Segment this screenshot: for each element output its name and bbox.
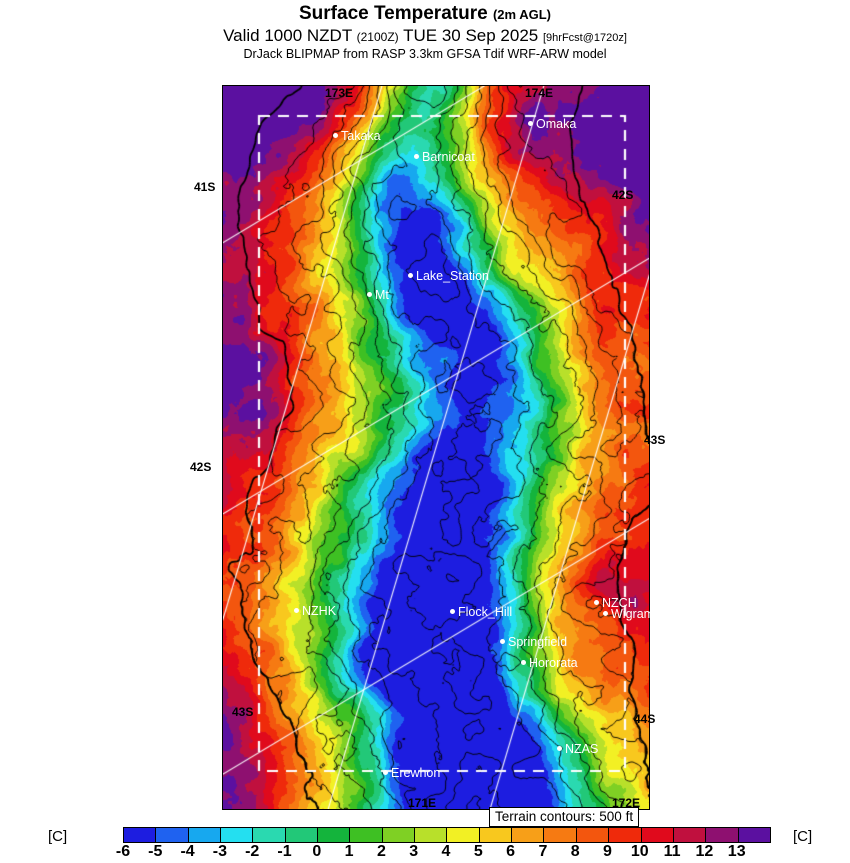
terrain-contour-note: Terrain contours: 500 ft xyxy=(489,807,640,827)
colorbar-tick-label: 1 xyxy=(344,843,354,860)
colorbar-swatch xyxy=(512,828,545,842)
colorbar-swatch xyxy=(382,828,416,842)
colorbar-tick-label: 6 xyxy=(506,843,516,860)
temperature-field-canvas xyxy=(223,86,649,809)
colorbar-swatch xyxy=(706,828,739,842)
longitude-label: 174E xyxy=(525,86,554,100)
latitude-label: 41S xyxy=(194,180,216,194)
colorbar-tick-label: -4 xyxy=(180,843,195,860)
title-main: Surface Temperature xyxy=(299,3,488,24)
forecast-tag: [9hrFcst@1720z] xyxy=(542,31,627,44)
latitude-label: 42S xyxy=(612,188,634,202)
map-plot xyxy=(222,85,650,810)
page-title: Surface Temperature (2m AGL) xyxy=(0,0,850,24)
colorbar-swatch xyxy=(479,828,513,842)
colorbar-tick-label: 13 xyxy=(727,843,746,860)
colorbar-swatch xyxy=(609,828,642,842)
colorbar-tick-label: 12 xyxy=(695,843,714,860)
colorbar-swatch xyxy=(673,828,707,842)
colorbar-tick-label: 0 xyxy=(312,843,322,860)
title-level: (2m AGL) xyxy=(492,7,551,22)
colorbar-tick-label: -6 xyxy=(115,843,131,860)
colorbar-tick-label: 11 xyxy=(663,843,681,860)
colorbar-tick-label: 4 xyxy=(441,843,451,860)
colorbar-swatch xyxy=(544,828,577,842)
colorbar-ticks: -6 -5 -4 -3 -2 -1 0 1 2 3 4 5 6 7 8 9 10 11 12 13 xyxy=(116,843,769,863)
colorbar-tick-label: 9 xyxy=(603,843,612,860)
colorbar xyxy=(123,827,771,843)
colorbar-swatch xyxy=(221,828,254,842)
latitude-label: 43S xyxy=(644,433,666,447)
longitude-label: 173E xyxy=(325,86,354,100)
colorbar-swatch xyxy=(447,828,480,842)
valid-date: TUE 30 Sep 2025 xyxy=(403,25,539,45)
colorbar-tick-label: 10 xyxy=(630,843,649,860)
colorbar-tick-label: 5 xyxy=(473,843,483,860)
colorbar-swatch xyxy=(641,828,674,842)
valid-time-line: Valid 1000 NZDT (2100Z) TUE 30 Sep 2025 … xyxy=(0,24,850,45)
colorbar-swatch xyxy=(350,828,383,842)
longitude-label: 171E xyxy=(408,796,437,810)
colorbar-tick-label: -5 xyxy=(148,843,163,860)
colorbar-swatch xyxy=(738,828,770,842)
colorbar-swatch xyxy=(156,828,189,842)
valid-time-local: Valid 1000 NZDT xyxy=(223,25,352,45)
colorbar-unit-right: [C] xyxy=(793,828,813,845)
colorbar-tick-label: 8 xyxy=(570,843,580,860)
colorbar-swatch xyxy=(318,828,351,842)
latitude-label: 44S xyxy=(634,712,656,726)
colorbar-unit-left: [C] xyxy=(48,828,68,845)
colorbar-tick-label: 7 xyxy=(538,843,548,860)
colorbar-tick-label: 3 xyxy=(409,843,419,860)
colorbar-swatch xyxy=(253,828,286,842)
colorbar-tick-label: -3 xyxy=(212,843,228,860)
colorbar-swatch xyxy=(576,828,610,842)
colorbar-swatch xyxy=(415,828,448,842)
latitude-label: 43S xyxy=(232,705,254,719)
valid-time-utc: (2100Z) xyxy=(356,29,399,44)
colorbar-swatch xyxy=(124,828,157,842)
colorbar-swatch xyxy=(188,828,222,842)
colorbar-tick-label: 2 xyxy=(376,843,386,860)
colorbar-tick-label: -1 xyxy=(277,843,292,860)
title-block: Surface Temperature (2m AGL) Valid 1000 … xyxy=(0,0,850,61)
colorbar-tick-label: -2 xyxy=(245,843,260,860)
colorbar-swatch xyxy=(285,828,319,842)
model-line: DrJack BLIPMAP from RASP 3.3km GFSA Tdif… xyxy=(243,46,607,61)
longitude-label: 172E xyxy=(612,796,641,810)
latitude-label: 42S xyxy=(190,460,212,474)
colorbar-row: [C] -6 -5 -4 -3 -2 -1 0 1 2 3 4 5 6 7 8 9 10 11 12 13 [C] xyxy=(0,825,850,860)
